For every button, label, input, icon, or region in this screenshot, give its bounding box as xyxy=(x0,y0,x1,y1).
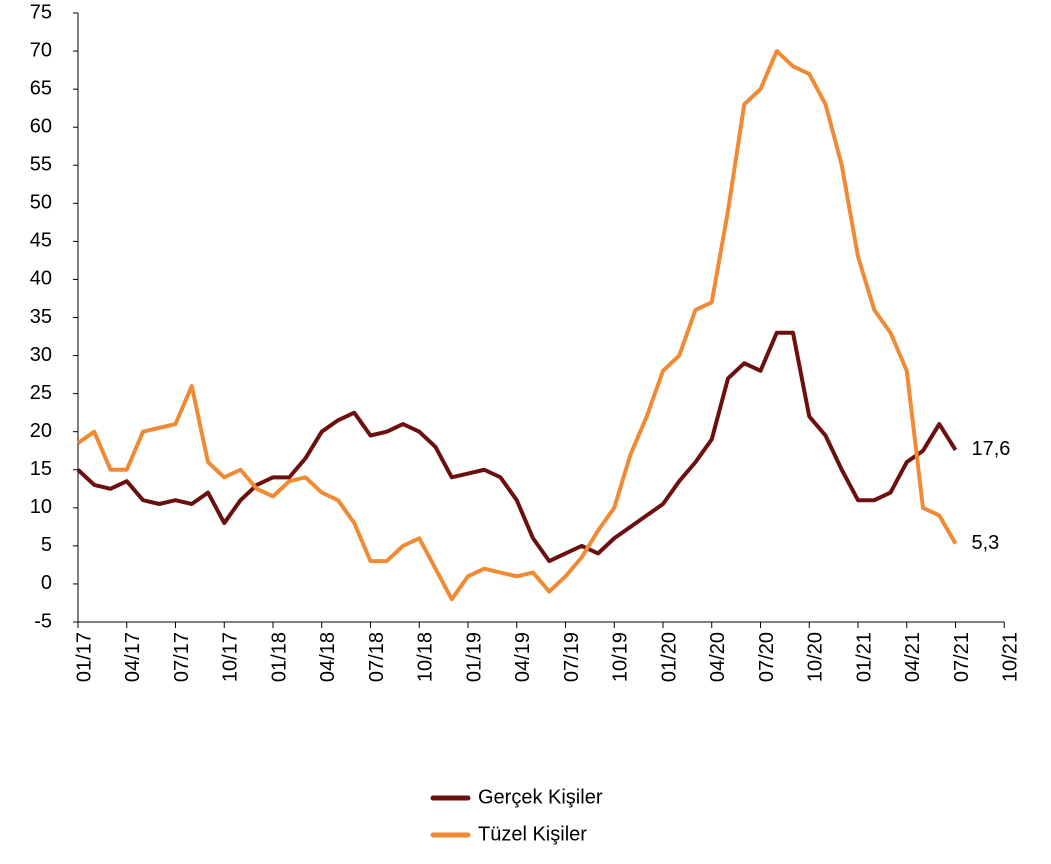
y-tick-label: 35 xyxy=(30,306,52,328)
y-tick-label: 0 xyxy=(41,572,52,594)
x-tick-label: 04/18 xyxy=(317,632,339,682)
y-tick-label: 30 xyxy=(30,344,52,366)
value-label: 17,6 xyxy=(972,438,1011,460)
y-tick-label: 65 xyxy=(30,77,52,99)
x-tick-label: 01/20 xyxy=(658,632,680,682)
x-tick-label: 04/19 xyxy=(512,632,534,682)
y-tick-label: 40 xyxy=(30,268,52,290)
y-tick-label: 70 xyxy=(30,39,52,61)
y-tick-label: 15 xyxy=(30,458,52,480)
series-line xyxy=(76,330,958,564)
y-tick-label: 45 xyxy=(30,230,52,252)
x-tick-label: 04/17 xyxy=(122,632,144,682)
series-line xyxy=(76,49,958,602)
legend-label: Gerçek Kişiler xyxy=(478,786,603,808)
x-tick-label: 10/19 xyxy=(610,632,632,682)
x-tick-label: 07/18 xyxy=(366,632,388,682)
x-tick-label: 01/19 xyxy=(463,632,485,682)
value-label: 5,3 xyxy=(972,532,1000,554)
y-tick-label: 60 xyxy=(30,115,52,137)
x-tick-label: 07/20 xyxy=(756,632,778,682)
x-tick-label: 01/21 xyxy=(853,632,875,682)
x-tick-label: 01/18 xyxy=(268,632,290,682)
x-tick-label: 10/18 xyxy=(415,632,437,682)
y-tick-label: 5 xyxy=(41,534,52,556)
y-tick-label: 10 xyxy=(30,496,52,518)
x-tick-label: 07/19 xyxy=(561,632,583,682)
x-tick-label: 07/17 xyxy=(171,632,193,682)
y-tick-label: 50 xyxy=(30,192,52,214)
y-tick-label: -5 xyxy=(34,610,52,632)
y-tick-label: 20 xyxy=(30,420,52,442)
x-tick-label: 01/17 xyxy=(73,632,95,682)
y-tick-label: 75 xyxy=(30,1,52,23)
y-tick-label: 55 xyxy=(30,154,52,176)
x-tick-label: 10/17 xyxy=(220,632,242,682)
legend-label: Tüzel Kişiler xyxy=(478,823,587,845)
x-tick-label: 10/21 xyxy=(1000,632,1022,682)
x-tick-label: 07/21 xyxy=(951,632,973,682)
y-tick-label: 25 xyxy=(30,382,52,404)
x-tick-label: 04/20 xyxy=(707,632,729,682)
x-tick-label: 04/21 xyxy=(902,632,924,682)
x-tick-label: 10/20 xyxy=(805,632,827,682)
